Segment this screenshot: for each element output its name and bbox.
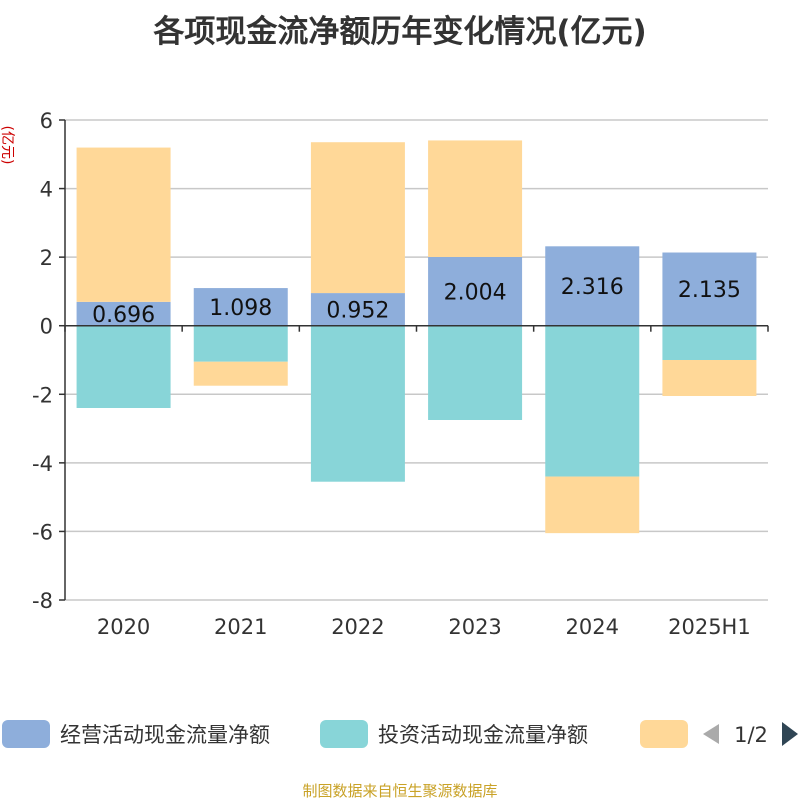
bar-2025H1-series-1 [662,325,757,360]
data-label-2021: 1.098 [209,296,272,321]
y-tick-label: 4 [40,178,53,202]
data-labels: 0.696 1.098 0.952 2.004 2.316 2.135 [92,275,741,328]
x-tick-label: 2021 [214,615,267,639]
bar-2022-series-2 [310,142,405,294]
bar-2021-series-0 [193,288,288,326]
y-tick-label: -8 [32,589,53,613]
legend-swatch-0[interactable] [2,720,50,748]
bar-2023-series-2 [428,140,523,258]
y-tick-label: 2 [40,246,53,270]
data-label-2023: 2.004 [444,280,507,305]
bar-2024-series-2 [545,476,640,534]
x-tick-label: 2024 [566,615,619,639]
x-tick-label: 2022 [331,615,384,639]
y-tick-label: -4 [32,452,53,476]
chart-title: 各项现金流净额历年变化情况(亿元) [153,14,647,50]
legend-label-0[interactable]: 经营活动现金流量净额 [60,723,270,747]
bar-2025H1-series-0 [662,252,757,326]
y-axis-label: (亿元) [0,126,15,165]
legend-label-1[interactable]: 投资活动现金流量净额 [378,723,588,747]
legend-page-indicator: 1/2 [734,723,768,747]
x-tick-label: 2023 [448,615,501,639]
data-label-2020: 0.696 [92,303,155,328]
bars [76,140,757,534]
bar-2024-series-1 [545,325,640,477]
x-tick-label: 2020 [97,615,150,639]
y-tick-label: -6 [32,520,53,544]
axes: -8 -6 -4 -2 0 2 4 6 2020 2021 2022 2023 2024 2025H1 [32,109,769,639]
data-label-2024: 2.316 [561,275,624,300]
bar-2023-series-0 [428,257,523,326]
legend-swatch-2[interactable] [640,720,688,748]
legend-swatch-1[interactable] [320,720,368,748]
x-tick-label: 2025H1 [668,615,751,639]
bar-2020-series-1 [76,325,171,408]
bar-2020-series-0 [76,301,171,326]
bar-2021-series-2 [193,361,288,386]
bar-2022-series-1 [310,325,405,482]
legend-prev-page-icon[interactable] [703,724,719,744]
data-label-2022: 0.952 [326,298,389,323]
y-tick-label: 6 [40,109,53,133]
y-tick-label: 0 [40,315,53,339]
grid-lines [65,119,768,601]
y-tick-label: -2 [32,383,53,407]
bar-2022-series-0 [310,293,405,326]
bar-2021-series-1 [193,325,288,362]
legend: 经营活动现金流量净额 投资活动现金流量净额 1/2 [2,720,798,748]
source-note: 制图数据来自恒生聚源数据库 [302,782,498,800]
bar-2023-series-1 [428,325,523,420]
legend-next-page-icon[interactable] [782,722,798,746]
bar-2020-series-2 [76,147,171,302]
data-label-2025H1: 2.135 [678,278,741,303]
bar-2025H1-series-2 [662,360,757,396]
bar-2024-series-0 [545,246,640,326]
